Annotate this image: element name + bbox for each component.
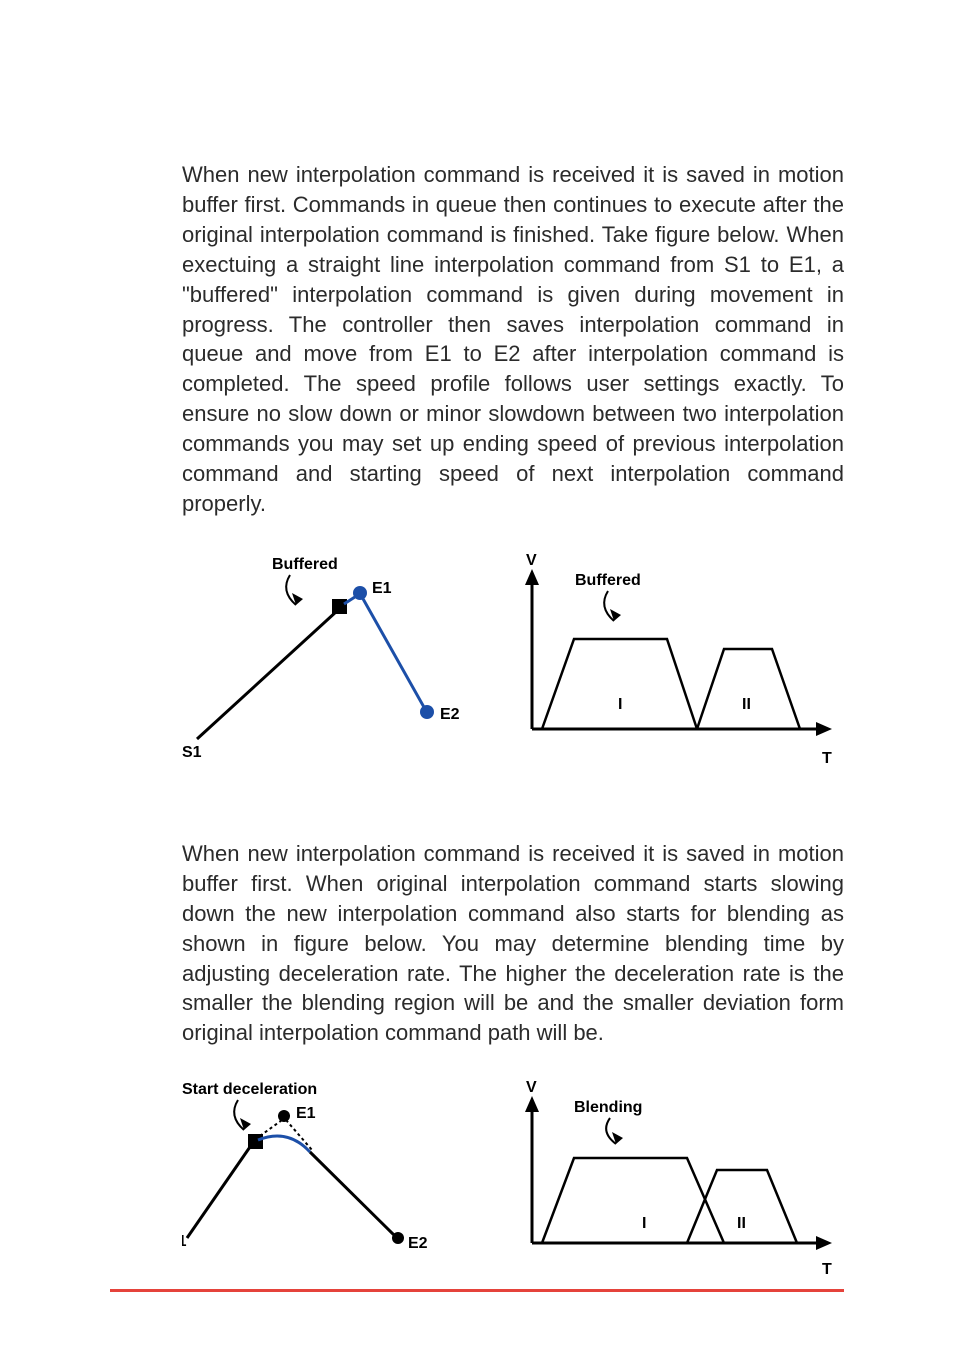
e2-dot	[420, 705, 434, 719]
paragraph-buffered: When new interpolation command is receiv…	[182, 160, 844, 519]
page: When new interpolation command is receiv…	[0, 0, 954, 1352]
footer-rule	[110, 1289, 844, 1292]
figure-buffered-row: Buffered E1 E2 S1 V	[182, 549, 844, 769]
label-roman-ii: II	[742, 696, 751, 713]
label-e1-2: E1	[296, 1105, 316, 1122]
trapezoid-ii-2	[687, 1170, 797, 1243]
axis-t-label-2: T	[822, 1261, 832, 1278]
label-buffered: Buffered	[272, 556, 338, 573]
label-e1: E1	[372, 580, 392, 597]
figure-blending-row: Start deceleration E1 S1 E2	[182, 1078, 844, 1278]
blending-v-arrow-curve	[606, 1118, 616, 1144]
line-e1-e2	[362, 597, 425, 709]
axis-t-label: T	[822, 750, 832, 767]
label-roman-ii-2: II	[737, 1215, 746, 1232]
paragraph-blending: When new interpolation command is receiv…	[182, 839, 844, 1048]
line-s1-mid-2	[187, 1144, 252, 1238]
dotted-from-e1	[286, 1120, 312, 1150]
trapezoid-ii	[697, 649, 800, 729]
axis-t-arrow	[816, 722, 832, 736]
line-to-e2	[310, 1152, 397, 1238]
dotted-to-e1	[260, 1120, 282, 1136]
fig-buffered-velocity: V T I II Buffered	[512, 549, 842, 769]
axis-v-arrow	[525, 569, 539, 585]
axis-v-label: V	[526, 552, 537, 569]
fig-buffered-path: Buffered E1 E2 S1	[182, 549, 482, 769]
label-roman-i-2: I	[642, 1215, 646, 1232]
e2-dot-2	[392, 1232, 404, 1244]
trapezoid-i-2	[542, 1158, 724, 1243]
trapezoid-i	[542, 639, 697, 729]
label-start-deceleration: Start deceleration	[182, 1081, 317, 1098]
label-blending-v: Blending	[574, 1099, 642, 1116]
fig-blending-path: Start deceleration E1 S1 E2	[182, 1078, 482, 1268]
line-s1-mid	[197, 611, 337, 739]
axis-t-arrow-2	[816, 1236, 832, 1250]
label-s1: S1	[182, 744, 202, 761]
label-buffered-v: Buffered	[575, 572, 641, 589]
label-e2: E2	[440, 706, 460, 723]
label-e2-2: E2	[408, 1235, 428, 1252]
label-s1-2: S1	[182, 1233, 187, 1250]
fig-blending-velocity: V T I II Blending	[512, 1078, 842, 1278]
axis-v-arrow-2	[525, 1096, 539, 1112]
label-roman-i: I	[618, 696, 622, 713]
axis-v-label-2: V	[526, 1079, 537, 1096]
e1-dot-2	[278, 1110, 290, 1122]
